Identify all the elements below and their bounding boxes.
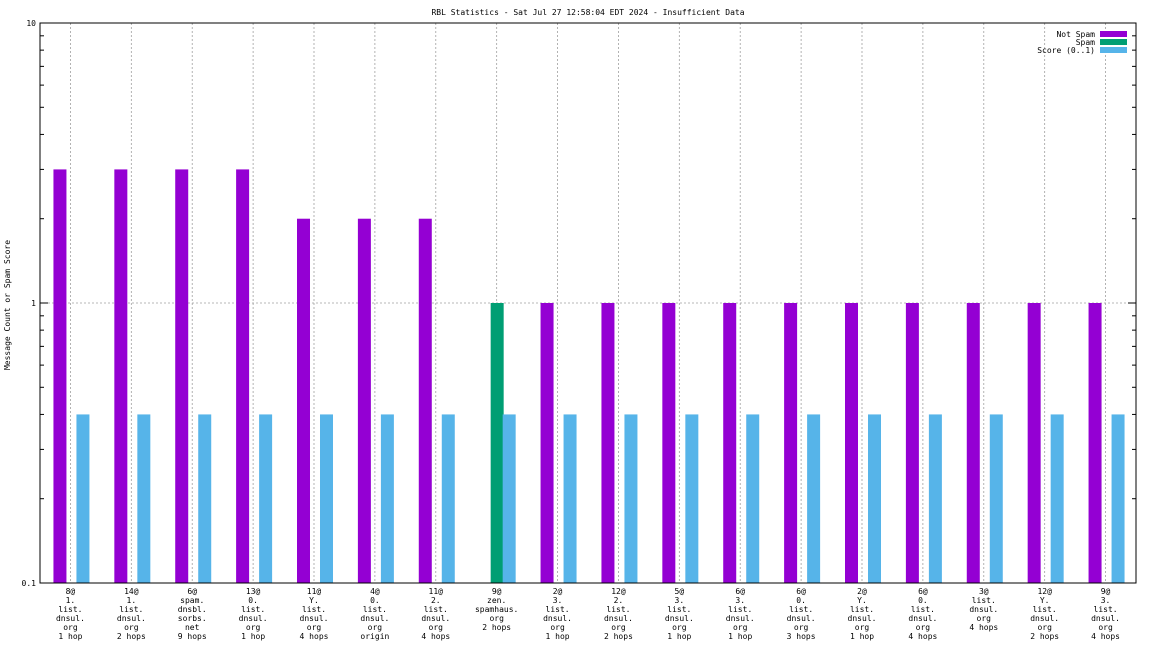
- x-tick-label: 4@ 0. list. dnsul. org origin: [360, 587, 389, 641]
- x-tick-label: 6@ 3. list. dnsul. org 1 hop: [726, 587, 755, 641]
- legend-swatch: [1100, 47, 1127, 53]
- bar-score-0-1: [441, 414, 455, 583]
- legend-label: Not Spam: [1056, 30, 1095, 39]
- bar-not-spam: [540, 303, 554, 583]
- bar-not-spam: [53, 169, 67, 583]
- legend-label: Spam: [1076, 38, 1095, 47]
- x-tick-label: 6@ spam. dnsbl. sorbs. net 9 hops: [178, 587, 207, 641]
- x-tick-label: 2@ 3. list. dnsul. org 1 hop: [543, 587, 572, 641]
- x-tick-label: 5@ 3. list. dnsul. org 1 hop: [665, 587, 694, 641]
- bar-marks: [53, 169, 1125, 583]
- bar-score-0-1: [928, 414, 942, 583]
- bar-score-0-1: [807, 414, 821, 583]
- bar-not-spam: [601, 303, 615, 583]
- x-tick-label: 13@ 0. list. dnsul. org 1 hop: [239, 587, 268, 641]
- bar-score-0-1: [259, 414, 273, 583]
- bar-not-spam: [845, 303, 858, 583]
- x-tick-label: 2@ Y. list. dnsul. org 1 hop: [848, 587, 877, 641]
- bar-not-spam: [723, 303, 737, 583]
- bar-not-spam: [114, 169, 128, 583]
- bar-not-spam: [905, 303, 919, 583]
- x-tick-label: 11@ Y. list. dnsul. org 4 hops: [300, 587, 329, 641]
- bar-not-spam: [418, 218, 432, 583]
- y-tick-label: 10: [26, 19, 36, 28]
- y-tick-label: 0.1: [22, 579, 37, 588]
- bar-not-spam: [1088, 303, 1102, 583]
- bar-not-spam: [1027, 303, 1041, 583]
- x-tick-label: 8@ 1. list. dnsul. org 1 hop: [56, 587, 85, 641]
- plot-frame: [39, 22, 1137, 584]
- bar-not-spam: [236, 169, 250, 583]
- x-tick-label: 9@ 3. list. dnsul. org 4 hops: [1091, 587, 1120, 641]
- bar-not-spam: [966, 303, 980, 583]
- legend-label: Score (0..1): [1037, 46, 1095, 55]
- bar-score-0-1: [563, 414, 577, 583]
- bar-score-0-1: [380, 414, 394, 583]
- bar-score-0-1: [989, 414, 1003, 583]
- bar-score-0-1: [624, 414, 638, 583]
- x-tick-label: 9@ zen. spamhaus. org 2 hops: [475, 587, 518, 632]
- legend-swatch: [1100, 31, 1127, 37]
- bar-not-spam: [175, 169, 189, 583]
- bar-not-spam: [297, 218, 310, 583]
- bar-score-0-1: [746, 414, 760, 583]
- y-axis-label: Message Count or Spam Score: [3, 240, 12, 370]
- bar-not-spam: [357, 218, 371, 583]
- bar-not-spam: [784, 303, 798, 583]
- bar-score-0-1: [1111, 414, 1125, 583]
- x-tick-label: 11@ 2. list. dnsul. org 4 hops: [421, 587, 450, 641]
- bar-score-0-1: [76, 414, 90, 583]
- x-tick-label: 3@ list. dnsul. org 4 hops: [969, 587, 998, 632]
- bar-score-0-1: [137, 414, 151, 583]
- bar-score-0-1: [502, 414, 516, 583]
- bar-score-0-1: [1050, 414, 1064, 583]
- bar-score-0-1: [685, 414, 699, 583]
- x-tick-label: 6@ 0. list. dnsul. org 3 hops: [787, 587, 816, 641]
- x-tick-label: 12@ Y. list. dnsul. org 2 hops: [1030, 587, 1059, 641]
- legend-swatch: [1100, 39, 1127, 45]
- bar-not-spam: [662, 303, 676, 583]
- chart-title: RBL Statistics - Sat Jul 27 12:58:04 EDT…: [431, 8, 744, 17]
- x-tick-label: 6@ 0. list. dnsul. org 4 hops: [908, 587, 937, 641]
- x-axis-tick-labels: 8@ 1. list. dnsul. org 1 hop 14@ 1. list. dnsul. o…: [56, 587, 1120, 641]
- bar-spam: [490, 303, 504, 583]
- bar-score-0-1: [868, 414, 881, 583]
- y-tick-label: 1: [31, 299, 36, 308]
- bar-score-0-1: [320, 414, 333, 583]
- x-tick-label: 12@ 2. list. dnsul. org 2 hops: [604, 587, 633, 641]
- bar-score-0-1: [198, 414, 212, 583]
- x-tick-label: 14@ 1. list. dnsul. org 2 hops: [117, 587, 146, 641]
